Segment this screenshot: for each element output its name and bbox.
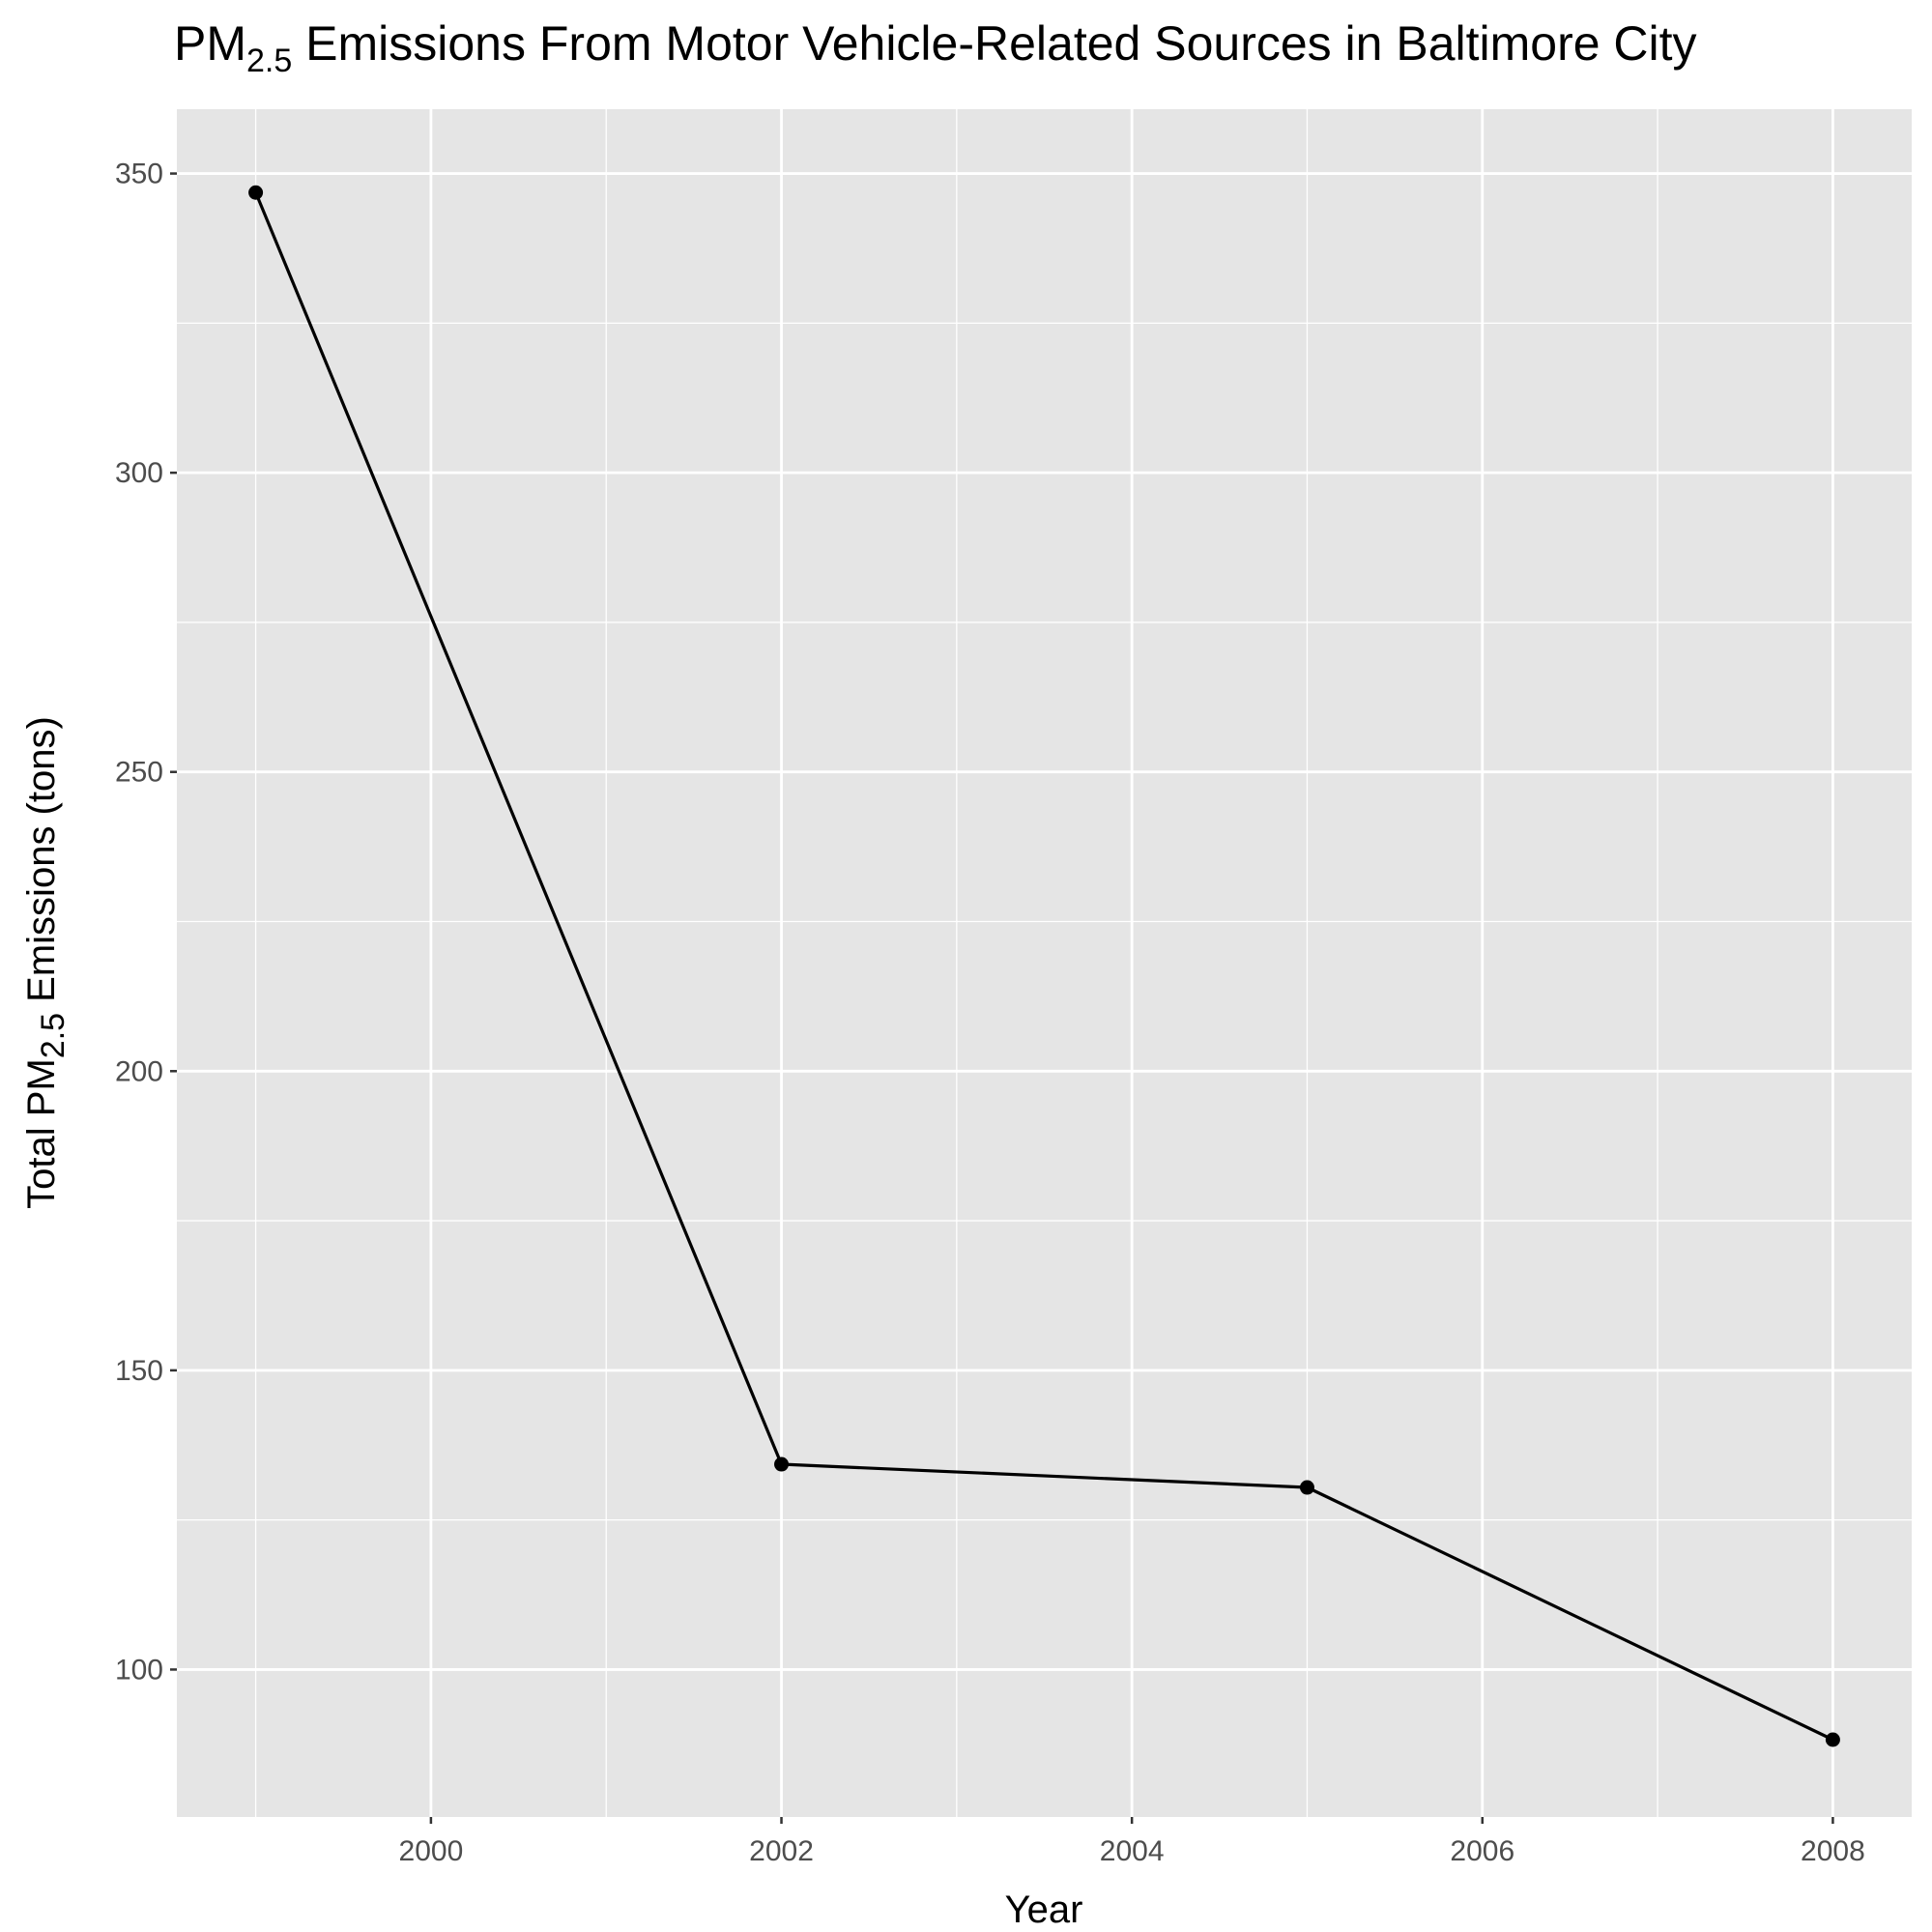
y-tick-label: 100: [115, 1654, 163, 1686]
tick-marks: [170, 172, 1834, 1824]
data-point: [1299, 1480, 1314, 1495]
data-point: [1825, 1732, 1840, 1747]
y-axis-title-subscript: 2.5: [35, 1013, 72, 1058]
grid-minor: [177, 109, 1912, 1817]
x-tick-label: 2000: [399, 1835, 464, 1867]
y-tick-label: 250: [115, 757, 163, 789]
chart-title: PM2.5 Emissions From Motor Vehicle-Relat…: [174, 16, 1697, 79]
data-point: [774, 1456, 790, 1472]
chart-title-suffix: Emissions From Motor Vehicle-Related Sou…: [292, 16, 1696, 71]
grid-major: [177, 109, 1912, 1817]
y-tick-label: 150: [115, 1355, 163, 1387]
y-axis-title: Total PM2.5 Emissions (tons): [20, 716, 72, 1209]
series-line: [254, 191, 1834, 1742]
y-tick-label: 350: [115, 159, 163, 190]
series-points: [248, 185, 1840, 1747]
tick-labels: 2000 2002 2004 2006 2008 100 150 200 250 300 350: [115, 159, 1865, 1867]
x-tick-label: 2006: [1450, 1835, 1514, 1867]
chart-title-subscript: 2.5: [246, 43, 292, 79]
chart-title-prefix: PM: [174, 16, 246, 71]
series-lines: [254, 191, 1834, 1742]
data-point: [248, 185, 264, 200]
x-tick-label: 2004: [1100, 1835, 1165, 1867]
plot-panel: [177, 109, 1912, 1817]
y-tick-label: 300: [115, 457, 163, 489]
x-axis-title: Year: [1005, 1889, 1083, 1931]
y-axis-title-prefix: Total PM: [20, 1058, 63, 1209]
y-axis-title-suffix: Emissions (tons): [20, 716, 63, 1013]
x-tick-label: 2002: [749, 1835, 814, 1867]
x-tick-label: 2008: [1801, 1835, 1865, 1867]
y-tick-label: 200: [115, 1055, 163, 1087]
